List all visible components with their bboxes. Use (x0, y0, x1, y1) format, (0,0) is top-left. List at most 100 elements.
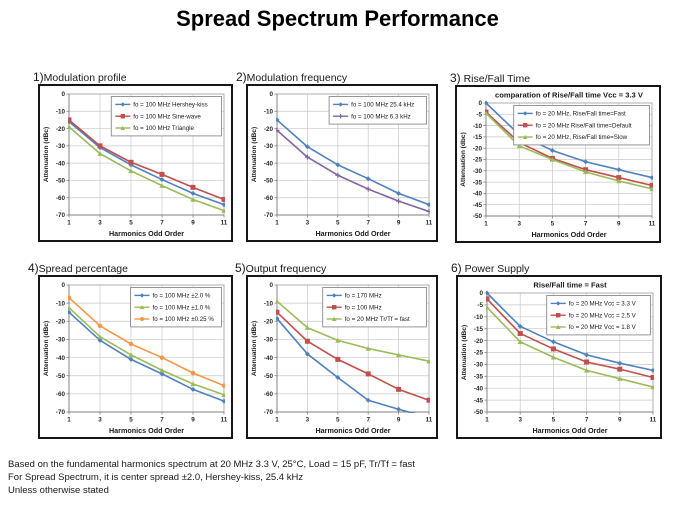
chart-index-2: 2) (236, 70, 247, 84)
svg-text:Attenuation (dBc): Attenuation (dBc) (43, 127, 50, 182)
svg-text:0: 0 (478, 100, 482, 107)
svg-text:-45: -45 (473, 202, 483, 209)
svg-text:fo = 170 MHz: fo = 170 MHz (345, 293, 382, 300)
svg-text:fo = 20 MHz, Rise/Fall time=Fa: fo = 20 MHz, Rise/Fall time=Fast (536, 111, 626, 118)
svg-text:fo = 20 MHz Rise/Fall time=Def: fo = 20 MHz Rise/Fall time=Default (536, 122, 632, 129)
svg-text:0: 0 (61, 91, 65, 98)
svg-text:fo = 100 MHz 6.3 kHz: fo = 100 MHz 6.3 kHz (351, 113, 411, 120)
svg-text:Attenuation (dBc): Attenuation (dBc) (461, 325, 468, 380)
svg-text:7: 7 (160, 220, 164, 227)
line-chart-modulation-frequency: 0 -10 -20 -30 -40 -50 -60 -701 3 5 7 9 11 Harmonics O… (251, 91, 433, 238)
line-chart-modulation-profile: 0 -10 -20 -30 -40 -50 -60 -701 3 5 7 9 11 Harmonics O… (43, 91, 228, 238)
svg-text:Harmonics Odd Order: Harmonics Odd Order (109, 229, 184, 238)
chart-panel-2: 0 -10 -20 -30 -40 -50 -60 -70 1 3 5 7 9 11 Harmonics O… (246, 84, 438, 242)
svg-text:-10: -10 (264, 108, 274, 115)
svg-text:-35: -35 (473, 179, 483, 186)
svg-text:1: 1 (275, 220, 279, 227)
svg-text:-70: -70 (56, 409, 66, 416)
svg-text:1: 1 (67, 417, 71, 424)
svg-text:Attenuation (dBc): Attenuation (dBc) (43, 321, 50, 376)
svg-text:-25: -25 (474, 350, 484, 357)
svg-text:-30: -30 (473, 168, 483, 175)
svg-text:-20: -20 (473, 145, 483, 152)
svg-text:-50: -50 (473, 213, 483, 220)
svg-text:0: 0 (269, 91, 273, 98)
svg-text:9: 9 (617, 221, 621, 228)
page-title: Spread Spectrum Performance (176, 6, 499, 31)
chart-panel-4: 0 -10 -20 -30 -40 -50 -60 -70 1 3 5 7 9 11 Harmonics O… (38, 275, 233, 439)
footer-line-2: For Spread Spectrum, it is center spread… (8, 472, 304, 483)
svg-text:11: 11 (221, 417, 228, 424)
svg-text:5: 5 (129, 220, 133, 227)
chart-block-power-supply: 6) Power Supply 0 -5 -10 -15 -20 -25 -30 -35 -40… (451, 261, 662, 439)
svg-text:0: 0 (269, 282, 273, 289)
svg-text:fo = 100 MHz Triangle: fo = 100 MHz Triangle (133, 125, 194, 132)
svg-text:-50: -50 (474, 409, 484, 416)
svg-text:-10: -10 (473, 123, 483, 130)
svg-text:-40: -40 (56, 160, 66, 167)
svg-text:11: 11 (650, 417, 657, 424)
svg-text:fo = 100 MHz: fo = 100 MHz (345, 304, 382, 311)
svg-text:5: 5 (336, 220, 340, 227)
svg-text:0: 0 (479, 290, 483, 297)
svg-text:11: 11 (221, 220, 228, 227)
chart-index-3: 3) (450, 71, 461, 85)
chart-index-4: 4) (28, 261, 39, 275)
chart-label-6: 6) Power Supply (451, 259, 529, 277)
svg-text:0: 0 (61, 282, 65, 289)
chart-panel-1: 0 -10 -20 -30 -40 -50 -60 -70 1 3 5 7 9 11 Harmonics O… (38, 84, 233, 242)
svg-text:comparation of Rise/Fall time: comparation of Rise/Fall time Vcc = 3.3 … (495, 91, 644, 100)
chart-label-4: 4)Spread percentage (28, 259, 128, 277)
chart-block-rise-fall-time: 3) Rise/Fall Time 0 -5 -10 -15 -20 -25 -30 -35 -… (450, 71, 661, 243)
svg-text:5: 5 (336, 417, 340, 424)
svg-text:Harmonics Odd Order: Harmonics Odd Order (109, 426, 184, 435)
svg-text:9: 9 (397, 220, 401, 227)
svg-text:fo = 100 MHz ±0.25 %: fo = 100 MHz ±0.25 % (153, 316, 215, 323)
svg-text:fo = 20 MHz Vcc = 3.3 V: fo = 20 MHz Vcc = 3.3 V (569, 301, 637, 308)
svg-text:fo = 20 MHz Vcc = 1.8 V: fo = 20 MHz Vcc = 1.8 V (569, 324, 637, 331)
svg-text:-50: -50 (56, 373, 66, 380)
chart-label-3: 3) Rise/Fall Time (450, 69, 530, 87)
chart-title-3: Rise/Fall Time (460, 73, 531, 85)
svg-text:-25: -25 (473, 157, 483, 164)
footer-line-3: Unless otherwise stated (8, 485, 109, 496)
svg-text:-40: -40 (473, 191, 483, 198)
svg-text:-30: -30 (56, 337, 66, 344)
chart-index-6: 6) (451, 261, 462, 275)
svg-text:7: 7 (366, 220, 370, 227)
svg-text:-20: -20 (56, 126, 66, 133)
svg-text:-50: -50 (264, 178, 274, 185)
chart-label-1: 1)Modulation profile (33, 68, 127, 86)
svg-text:fo = 100 MHz Hershey-kiss: fo = 100 MHz Hershey-kiss (133, 102, 207, 109)
chart-panel-5: 0 -10 -20 -30 -40 -50 -60 -70 1 3 5 7 9 11 Harmonics O… (246, 275, 438, 439)
svg-text:-10: -10 (264, 300, 274, 307)
svg-text:Attenuation (dBc): Attenuation (dBc) (251, 127, 258, 182)
svg-text:-5: -5 (477, 302, 483, 309)
svg-text:-70: -70 (264, 409, 274, 416)
svg-text:9: 9 (191, 417, 195, 424)
svg-text:3: 3 (306, 220, 310, 227)
chart-index-1: 1) (33, 70, 44, 84)
svg-text:3: 3 (98, 220, 102, 227)
svg-text:3: 3 (517, 221, 521, 228)
svg-text:-20: -20 (56, 318, 66, 325)
svg-text:9: 9 (191, 220, 195, 227)
svg-text:-15: -15 (473, 134, 483, 141)
svg-text:-60: -60 (264, 391, 274, 398)
svg-text:-35: -35 (474, 374, 484, 381)
svg-text:7: 7 (160, 417, 164, 424)
svg-text:fo = 20 MHz, Rise/Fall time=Sl: fo = 20 MHz, Rise/Fall time=Slow (536, 134, 628, 141)
svg-text:-60: -60 (56, 195, 66, 202)
line-chart-rise-fall-time: 0 -5 -10 -15 -20 -25 -30 -35 -40 -45 -501 3 5 7 9 11 Har… (460, 91, 656, 240)
chart-title-5: Output frequency (245, 263, 327, 275)
svg-text:1: 1 (67, 220, 71, 227)
chart-label-5: 5)Output frequency (235, 259, 326, 277)
svg-text:Rise/Fall time = Fast: Rise/Fall time = Fast (533, 281, 607, 290)
svg-text:fo = 20 MHz Vcc = 2.5 V: fo = 20 MHz Vcc = 2.5 V (569, 312, 637, 319)
svg-text:-40: -40 (474, 385, 484, 392)
svg-text:Attenuation (dbc): Attenuation (dbc) (460, 132, 467, 187)
svg-text:1: 1 (485, 417, 489, 424)
svg-text:9: 9 (397, 417, 401, 424)
svg-text:5: 5 (129, 417, 133, 424)
